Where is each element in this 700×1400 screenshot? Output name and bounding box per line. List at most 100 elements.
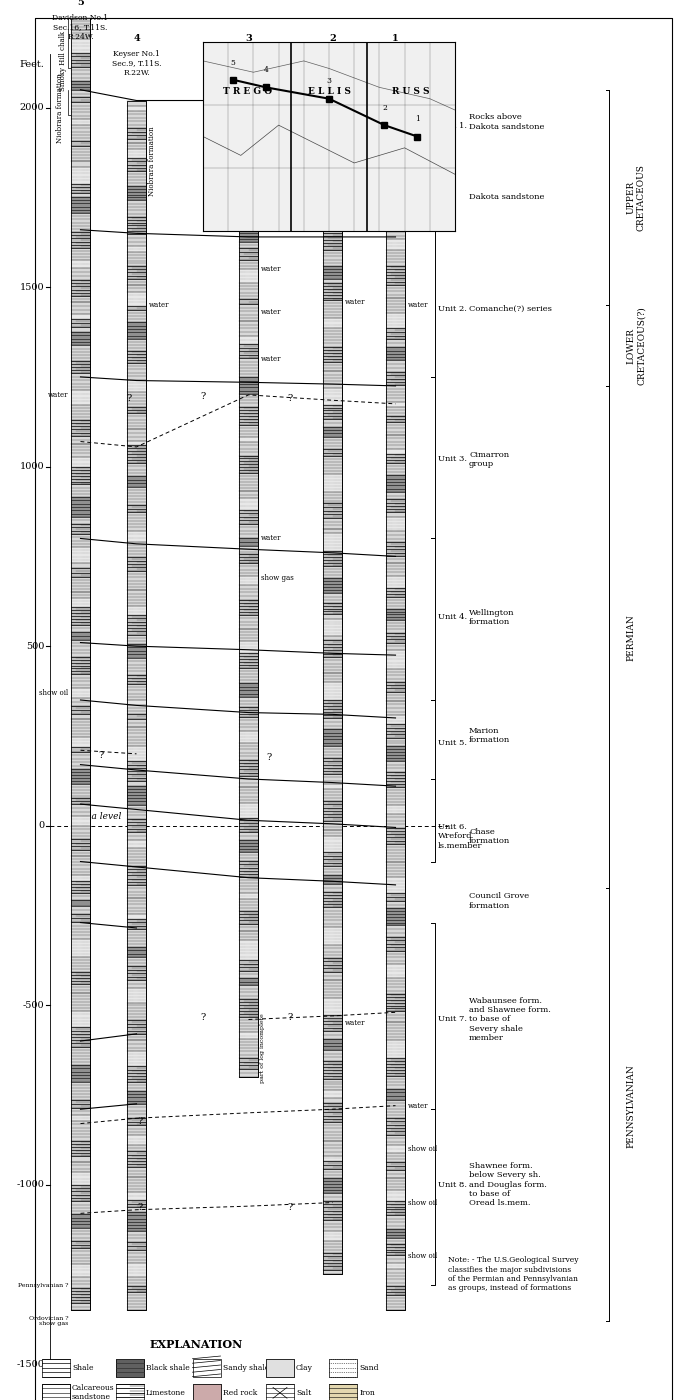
Bar (386, 517, 405, 532)
Bar (323, 301, 342, 318)
Bar (323, 456, 342, 475)
Bar (127, 848, 146, 865)
Bar (127, 746, 146, 762)
Bar (266, 1359, 294, 1376)
Bar (127, 1117, 146, 1126)
Bar (127, 143, 146, 150)
Bar (71, 517, 90, 524)
Bar (127, 706, 146, 714)
Bar (127, 762, 146, 781)
Text: show gas: show gas (261, 574, 294, 582)
Bar (323, 673, 342, 682)
Bar (386, 563, 405, 575)
Bar (386, 650, 405, 669)
Text: water: water (149, 301, 169, 309)
Bar (239, 652, 258, 668)
Bar (71, 914, 90, 923)
Bar (71, 718, 90, 736)
Bar (127, 200, 146, 217)
Bar (71, 893, 90, 900)
Bar (386, 462, 405, 476)
Bar (386, 101, 405, 1310)
Bar (239, 424, 258, 437)
Bar (386, 512, 405, 517)
Text: Salt: Salt (296, 1389, 312, 1397)
Bar (127, 407, 146, 413)
Bar (386, 965, 405, 979)
Bar (386, 416, 405, 421)
Text: 1500: 1500 (20, 283, 44, 291)
Bar (127, 1200, 146, 1207)
Bar (386, 844, 405, 862)
Bar (71, 1028, 90, 1047)
Text: water: water (345, 298, 365, 305)
Bar (127, 542, 146, 557)
Bar (71, 183, 90, 193)
Bar (127, 1207, 146, 1212)
Text: ?: ? (288, 1014, 293, 1022)
Bar (239, 336, 258, 344)
Bar (386, 609, 405, 620)
Text: Shawnee form.
below Severy sh.
and Douglas form.
to base of
Oread ls.mem.: Shawnee form. below Severy sh. and Dougl… (469, 1162, 547, 1207)
Bar (71, 1156, 90, 1162)
Bar (323, 552, 342, 566)
Bar (71, 568, 90, 577)
Bar (323, 980, 342, 998)
Bar (127, 914, 146, 918)
Bar (71, 855, 90, 875)
Bar (127, 413, 146, 430)
Text: 1: 1 (392, 34, 399, 43)
Bar (127, 150, 146, 158)
Bar (239, 1000, 258, 1016)
Text: E L L I S: E L L I S (307, 87, 351, 95)
Bar (386, 221, 405, 225)
Text: ?: ? (288, 1204, 293, 1212)
Bar (71, 675, 90, 689)
Bar (323, 594, 342, 602)
Bar (239, 153, 258, 165)
Bar (239, 731, 258, 742)
Bar (127, 171, 146, 186)
Bar (239, 455, 258, 473)
Text: water: water (408, 1102, 428, 1110)
Bar (127, 505, 146, 512)
Text: Comanche(?) series: Comanche(?) series (469, 305, 552, 312)
Bar (239, 585, 258, 599)
Bar (386, 692, 405, 701)
Bar (127, 675, 146, 685)
Text: 5: 5 (231, 59, 236, 67)
Text: 4: 4 (133, 34, 140, 43)
Bar (323, 566, 342, 578)
Text: UPPER
CRETACEOUS: UPPER CRETACEOUS (626, 164, 646, 231)
Bar (239, 970, 258, 979)
Bar (71, 1162, 90, 1172)
Bar (386, 813, 405, 827)
Bar (386, 385, 405, 402)
Bar (71, 29, 90, 39)
Bar (127, 1177, 146, 1191)
Text: Unit 8.: Unit 8. (438, 1180, 466, 1189)
Bar (386, 101, 405, 1310)
Bar (127, 930, 146, 946)
Bar (71, 714, 90, 718)
Bar (71, 232, 90, 248)
Bar (323, 216, 342, 232)
Text: Red rock: Red rock (223, 1389, 257, 1397)
Bar (127, 234, 146, 245)
Bar (323, 1050, 342, 1061)
Bar (71, 900, 90, 906)
Bar (127, 1145, 146, 1151)
Bar (127, 139, 146, 143)
Bar (127, 1082, 146, 1091)
Text: water: water (408, 301, 428, 309)
Bar (239, 321, 258, 336)
Text: R U S S: R U S S (392, 87, 430, 95)
Bar (239, 260, 258, 269)
Bar (71, 248, 90, 260)
Bar (323, 657, 342, 673)
Bar (71, 1082, 90, 1100)
Bar (239, 683, 258, 697)
Bar (386, 596, 405, 609)
Bar (239, 575, 258, 585)
Bar (71, 297, 90, 302)
